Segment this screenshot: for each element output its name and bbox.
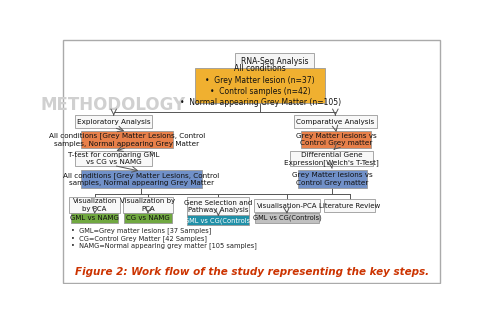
Text: Exploratory Analysis: Exploratory Analysis	[77, 119, 151, 124]
FancyBboxPatch shape	[290, 151, 373, 167]
FancyBboxPatch shape	[188, 215, 249, 226]
Text: GML vs CG(Controls): GML vs CG(Controls)	[184, 217, 253, 224]
Text: Literature Review: Literature Review	[319, 203, 380, 209]
FancyBboxPatch shape	[63, 40, 440, 283]
Text: Visualization by
PCA: Visualization by PCA	[120, 198, 175, 212]
FancyBboxPatch shape	[188, 197, 249, 216]
Text: Visualisation-PCA: Visualisation-PCA	[257, 203, 317, 209]
Text: GML vs CG(Controls): GML vs CG(Controls)	[253, 215, 322, 221]
Text: Gene Selection and
Pathway Analysis: Gene Selection and Pathway Analysis	[184, 200, 252, 213]
FancyBboxPatch shape	[195, 68, 326, 103]
FancyBboxPatch shape	[325, 199, 375, 212]
Text: All conditions [Grey Matter Lesions, Control
samples, Normal appearing Grey Matt: All conditions [Grey Matter Lesions, Con…	[49, 133, 205, 147]
Text: RNA-Seq Analysis: RNA-Seq Analysis	[241, 56, 308, 65]
Text: Comparative Analysis: Comparative Analysis	[296, 119, 375, 124]
FancyBboxPatch shape	[235, 53, 314, 69]
FancyBboxPatch shape	[75, 151, 152, 167]
FancyBboxPatch shape	[71, 213, 118, 224]
Text: Figure 2: Work flow of the study representing the key steps.: Figure 2: Work flow of the study represe…	[75, 267, 429, 277]
Text: All conditions [Grey Matter Lesions, Control
samples, Normal appearing Grey Matt: All conditions [Grey Matter Lesions, Con…	[63, 172, 219, 186]
FancyBboxPatch shape	[69, 197, 120, 213]
FancyBboxPatch shape	[81, 170, 202, 188]
FancyBboxPatch shape	[81, 131, 173, 148]
Text: T-test for comparing GML
vs CG vs NAMG: T-test for comparing GML vs CG vs NAMG	[68, 152, 160, 165]
Text: •  GML=Grey matter lesions [37 Samples]: • GML=Grey matter lesions [37 Samples]	[71, 227, 211, 234]
FancyBboxPatch shape	[123, 197, 173, 213]
Text: •  CG=Control Grey Matter [42 Samples]: • CG=Control Grey Matter [42 Samples]	[71, 235, 207, 241]
FancyBboxPatch shape	[75, 115, 152, 129]
FancyBboxPatch shape	[254, 199, 320, 212]
Text: Differential Gene
Expression[Welch's T-Test]: Differential Gene Expression[Welch's T-T…	[284, 152, 379, 166]
Text: Grey Matter lesions vs
Control Grey matter: Grey Matter lesions vs Control Grey matt…	[292, 172, 373, 186]
Text: Visualization
by PCA: Visualization by PCA	[73, 198, 117, 212]
FancyBboxPatch shape	[255, 213, 319, 223]
FancyBboxPatch shape	[294, 115, 377, 129]
FancyBboxPatch shape	[301, 131, 371, 148]
Text: CG vs NAMG: CG vs NAMG	[126, 215, 169, 221]
FancyBboxPatch shape	[298, 170, 367, 188]
Text: •  NAMG=Normal appearing grey matter [105 samples]: • NAMG=Normal appearing grey matter [105…	[71, 242, 257, 249]
Text: Grey Matter lesions vs
Control Grey matter: Grey Matter lesions vs Control Grey matt…	[296, 133, 377, 146]
Text: GML vs NAMG: GML vs NAMG	[70, 215, 119, 221]
Text: All conditions
•  Grey Matter lesion (n=37)
•  Control samples (n=42)
•  Normal : All conditions • Grey Matter lesion (n=3…	[180, 64, 341, 107]
FancyBboxPatch shape	[124, 213, 172, 224]
Text: METHODOLOGY: METHODOLOGY	[40, 96, 185, 114]
